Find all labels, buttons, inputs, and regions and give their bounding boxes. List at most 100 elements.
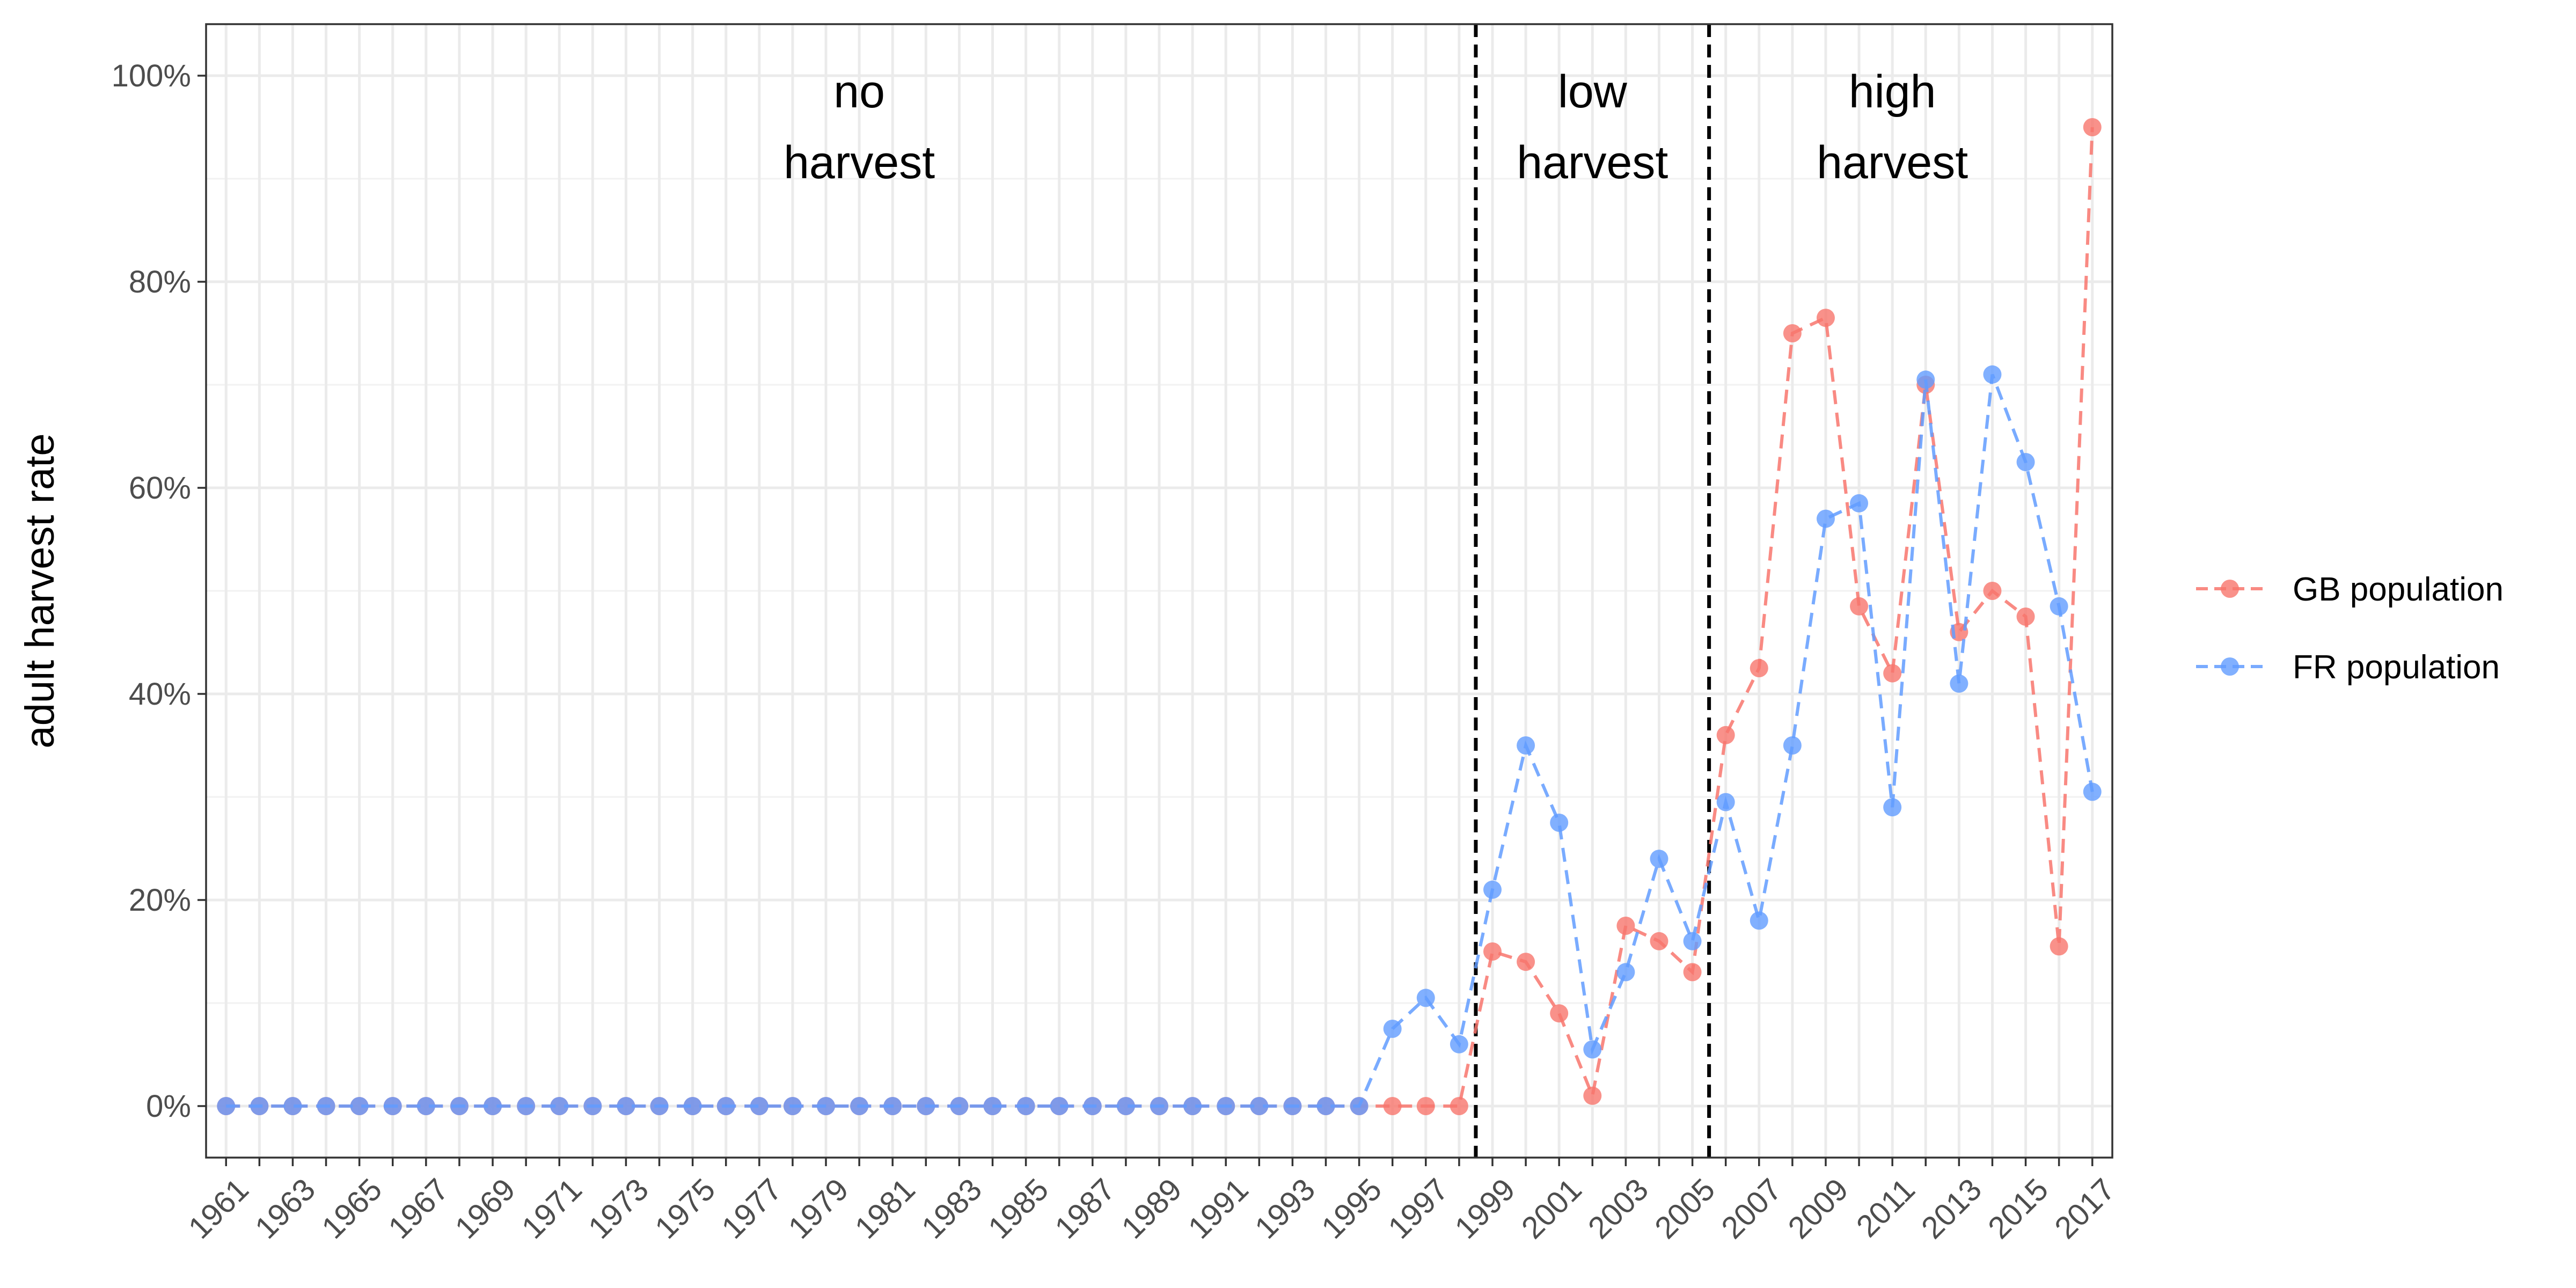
data-point [450, 1097, 469, 1115]
data-point [1983, 582, 2002, 600]
data-point [1450, 1035, 1468, 1053]
era-dividers [1474, 24, 1711, 1158]
data-point [1383, 1020, 1402, 1038]
data-point [750, 1097, 769, 1115]
series-fr-population [217, 365, 2102, 1115]
y-tick-label: 100% [112, 58, 191, 93]
data-point [350, 1097, 369, 1115]
data-point [2083, 118, 2102, 136]
data-point [1883, 664, 1902, 683]
legend-key-point [2221, 657, 2239, 676]
data-point [1083, 1097, 1102, 1115]
data-point [1150, 1097, 1168, 1115]
y-tick-label: 80% [129, 265, 191, 299]
era-label: low harvest [1517, 66, 1668, 188]
data-point [1550, 814, 1569, 832]
data-point [1416, 1097, 1435, 1115]
data-point [1750, 911, 1768, 930]
data-point [1517, 736, 1535, 755]
era-label: no harvest [784, 66, 935, 188]
data-point [650, 1097, 669, 1115]
data-point [1616, 917, 1635, 935]
data-point [1750, 659, 1768, 677]
data-point [2050, 597, 2068, 616]
era-label: high harvest [1817, 66, 1968, 188]
data-point [2016, 608, 2035, 626]
data-point [1716, 726, 1735, 744]
data-point [1383, 1097, 1402, 1115]
data-point [1716, 793, 1735, 811]
era-label-line: no [833, 66, 885, 118]
data-point [1816, 309, 1835, 327]
era-labels: no harvest low harvest high harvest [784, 66, 1968, 188]
legend: GB population FR population [2196, 571, 2504, 686]
data-point [1550, 1004, 1569, 1023]
era-label-line: harvest [1517, 137, 1668, 188]
data-point [1683, 932, 1702, 950]
data-point [283, 1097, 302, 1115]
data-point [217, 1097, 236, 1115]
data-point [1816, 509, 1835, 528]
data-point [817, 1097, 836, 1115]
data-point [1983, 365, 2002, 384]
data-point [1316, 1097, 1335, 1115]
data-point [1783, 324, 1802, 342]
data-point [1883, 798, 1902, 817]
data-point [917, 1097, 935, 1115]
data-point [716, 1097, 735, 1115]
series-group [217, 118, 2102, 1115]
data-point [1350, 1097, 1368, 1115]
data-point [1050, 1097, 1069, 1115]
data-point [2083, 782, 2102, 801]
data-point [416, 1097, 435, 1115]
data-point [250, 1097, 269, 1115]
data-point [617, 1097, 635, 1115]
data-point [1783, 736, 1802, 755]
data-point [1850, 597, 1869, 616]
data-point [1916, 370, 1935, 389]
data-point [683, 1097, 702, 1115]
data-point [783, 1097, 802, 1115]
data-point [1217, 1097, 1235, 1115]
y-tick-label: 60% [129, 471, 191, 506]
data-point [1650, 932, 1668, 950]
data-point [1183, 1097, 1202, 1115]
legend-label: FR population [2293, 649, 2500, 686]
legend-label: GB population [2293, 571, 2504, 608]
data-point [517, 1097, 536, 1115]
data-point [1283, 1097, 1302, 1115]
y-tick-label: 0% [146, 1089, 191, 1124]
era-label-line: harvest [1817, 137, 1968, 188]
legend-item: GB population [2196, 571, 2504, 608]
data-point [983, 1097, 1002, 1115]
data-point [383, 1097, 402, 1115]
data-point [1483, 942, 1502, 961]
data-point [1950, 674, 1968, 693]
data-point [2050, 937, 2068, 956]
data-point [484, 1097, 502, 1115]
data-point [1250, 1097, 1269, 1115]
data-point [1583, 1086, 1602, 1105]
era-label-line: harvest [784, 137, 935, 188]
data-point [1483, 880, 1502, 899]
y-axis-title: adult harvest rate [17, 433, 63, 748]
data-point [550, 1097, 569, 1115]
y-axis: 0% 20% 40% 60% 80% 100% [112, 58, 206, 1124]
data-point [1416, 989, 1435, 1007]
data-point [1650, 850, 1668, 868]
gridlines [206, 24, 2112, 1158]
era-label-line: high [1849, 66, 1936, 118]
data-point [1616, 963, 1635, 982]
data-point [1450, 1097, 1468, 1115]
y-tick-label: 20% [129, 883, 191, 918]
data-point [2016, 453, 2035, 471]
data-point [1683, 963, 1702, 982]
data-point [1850, 494, 1869, 513]
legend-item: FR population [2196, 649, 2500, 686]
data-point [883, 1097, 902, 1115]
data-point [950, 1097, 969, 1115]
data-point [583, 1097, 602, 1115]
data-point [1517, 953, 1535, 971]
